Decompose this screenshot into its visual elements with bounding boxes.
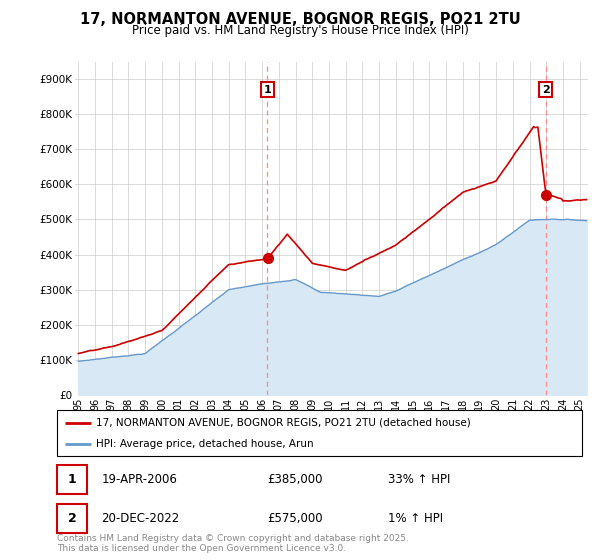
Text: 20-DEC-2022: 20-DEC-2022 (101, 512, 180, 525)
Text: 1% ↑ HPI: 1% ↑ HPI (388, 512, 443, 525)
Text: 1: 1 (263, 85, 271, 95)
Text: 2: 2 (68, 512, 77, 525)
Text: Contains HM Land Registry data © Crown copyright and database right 2025.
This d: Contains HM Land Registry data © Crown c… (57, 534, 409, 553)
Bar (57, 504, 88, 533)
Text: 1: 1 (68, 473, 77, 486)
Text: £385,000: £385,000 (267, 473, 323, 486)
Text: 2: 2 (542, 85, 550, 95)
Bar (57, 465, 88, 494)
Text: 17, NORMANTON AVENUE, BOGNOR REGIS, PO21 2TU: 17, NORMANTON AVENUE, BOGNOR REGIS, PO21… (80, 12, 520, 27)
Text: £575,000: £575,000 (267, 512, 323, 525)
Text: 19-APR-2006: 19-APR-2006 (101, 473, 178, 486)
Text: 33% ↑ HPI: 33% ↑ HPI (388, 473, 450, 486)
Text: 17, NORMANTON AVENUE, BOGNOR REGIS, PO21 2TU (detached house): 17, NORMANTON AVENUE, BOGNOR REGIS, PO21… (97, 418, 471, 428)
Text: HPI: Average price, detached house, Arun: HPI: Average price, detached house, Arun (97, 439, 314, 449)
Text: Price paid vs. HM Land Registry's House Price Index (HPI): Price paid vs. HM Land Registry's House … (131, 24, 469, 37)
